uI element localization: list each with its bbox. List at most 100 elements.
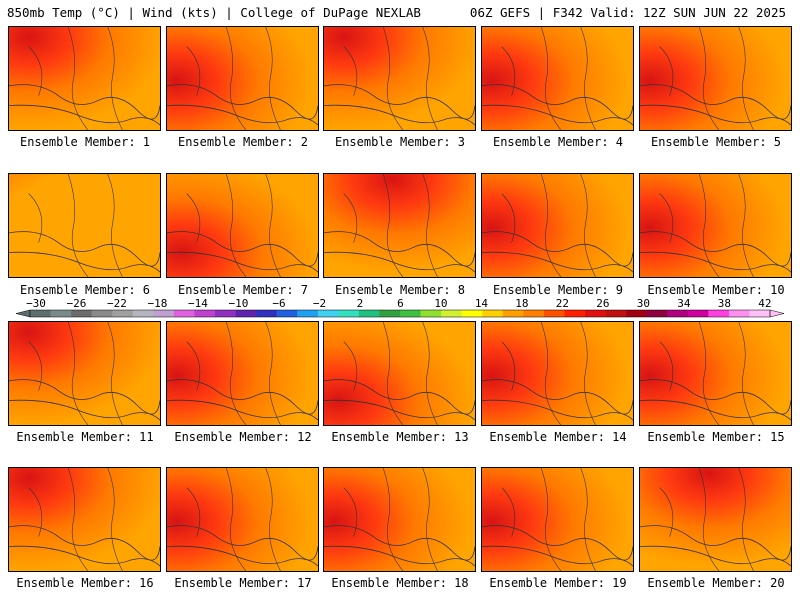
colorbar-segment	[358, 310, 380, 317]
ensemble-panel	[639, 173, 792, 278]
colorbar-frame	[29, 309, 771, 318]
colorbar-segment	[112, 310, 134, 317]
ensemble-panel	[639, 26, 792, 131]
ensemble-panel	[639, 321, 792, 426]
ensemble-panel	[166, 26, 319, 131]
ensemble-member-label: Ensemble Member: 18	[331, 576, 469, 590]
colorbar-tick-label: −10	[229, 298, 249, 310]
ensemble-panel	[166, 321, 319, 426]
colorbar-segment	[564, 310, 586, 317]
ensemble-member-label: Ensemble Member: 20	[647, 576, 785, 590]
colorbar-segment	[523, 310, 545, 317]
colorbar-tick-label: 22	[556, 298, 569, 310]
colorbar-tick-label: −30	[26, 298, 46, 310]
colorbar-tick-label: −18	[148, 298, 168, 310]
ensemble-member-label: Ensemble Member: 9	[492, 283, 624, 297]
colorbar-segment	[687, 310, 709, 317]
colorbar-segment	[91, 310, 113, 317]
temperature-field-map	[324, 468, 475, 571]
colorbar-segment	[256, 310, 277, 317]
ensemble-member-label: Ensemble Member: 10	[647, 283, 785, 297]
colorbar-tick-label: 26	[596, 298, 609, 310]
temperature-colorbar: −30 −26 −22 −18 −14 −10 −6 −2 2 6 10 14 18 22 26 30 34 38…	[8, 298, 792, 320]
colorbar-segment	[543, 310, 565, 317]
ensemble-panel	[8, 26, 161, 131]
ensemble-member-label: Ensemble Member: 6	[19, 283, 151, 297]
colorbar-tick-label: 18	[515, 298, 528, 310]
temperature-field-map	[640, 27, 791, 130]
ensemble-member-label: Ensemble Member: 14	[489, 430, 627, 444]
temperature-field-map	[9, 174, 160, 277]
ensemble-panel	[323, 173, 476, 278]
colorbar-segment	[728, 310, 750, 317]
ensemble-member-label: Ensemble Member: 7	[177, 283, 309, 297]
colorbar-segment	[441, 310, 462, 317]
colorbar-segment	[502, 310, 524, 317]
temperature-field-map	[167, 468, 318, 571]
colorbar-segment	[297, 310, 319, 317]
colorbar-segment	[605, 310, 627, 317]
temperature-field-map	[640, 468, 791, 571]
temperature-field-map	[324, 174, 475, 277]
ensemble-member-label: Ensemble Member: 11	[16, 430, 154, 444]
colorbar-segment	[482, 310, 504, 317]
ensemble-member-label: Ensemble Member: 8	[334, 283, 466, 297]
colorbar-tick-label: 10	[434, 298, 447, 310]
ensemble-member-label: Ensemble Member: 3	[334, 135, 466, 149]
temperature-field-map	[9, 468, 160, 571]
ensemble-member-label: Ensemble Member: 4	[492, 135, 624, 149]
colorbar-tick-label: −14	[188, 298, 208, 310]
colorbar-segment	[667, 310, 689, 317]
colorbar-tick-label: 38	[718, 298, 731, 310]
colorbar-segment	[173, 310, 195, 317]
map-header: 850mb Temp (°C) | Wind (kts) | College o…	[0, 0, 800, 22]
ensemble-member-label: Ensemble Member: 17	[174, 576, 312, 590]
temperature-field-map	[167, 27, 318, 130]
colorbar-tick-label: 30	[637, 298, 650, 310]
colorbar-segment	[420, 310, 442, 317]
colorbar-high-arrow	[769, 309, 785, 318]
colorbar-segment	[71, 310, 92, 317]
temperature-field-map	[324, 322, 475, 425]
ensemble-panel	[323, 26, 476, 131]
colorbar-segment	[50, 310, 72, 317]
ensemble-panel	[323, 467, 476, 572]
ensemble-panel	[481, 173, 634, 278]
temperature-field-map	[482, 174, 633, 277]
colorbar-tick-label: 34	[677, 298, 691, 310]
temperature-field-map	[482, 27, 633, 130]
temperature-field-map	[482, 322, 633, 425]
colorbar-segment	[400, 310, 421, 317]
colorbar-tick-label: 14	[475, 298, 489, 310]
temperature-field-map	[9, 27, 160, 130]
ensemble-member-label: Ensemble Member: 15	[647, 430, 785, 444]
colorbar-tick-label: 2	[357, 298, 364, 310]
temperature-field-map	[640, 174, 791, 277]
temperature-field-map	[9, 322, 160, 425]
colorbar-segment	[215, 310, 236, 317]
ensemble-panel	[166, 173, 319, 278]
temperature-field-map	[167, 322, 318, 425]
colorbar-segment	[30, 310, 51, 317]
ensemble-member-label: Ensemble Member: 12	[174, 430, 312, 444]
colorbar-tick-label: −2	[313, 298, 326, 310]
colorbar-segment	[379, 310, 401, 317]
colorbar-segment	[749, 310, 771, 317]
colorbar-segment	[194, 310, 216, 317]
colorbar-tick-label: 6	[397, 298, 404, 310]
colorbar-segment	[461, 310, 483, 317]
colorbar-segment	[708, 310, 730, 317]
ensemble-panel	[481, 321, 634, 426]
temperature-field-map	[167, 174, 318, 277]
colorbar-segment	[646, 310, 668, 317]
ensemble-member-label: Ensemble Member: 5	[650, 135, 782, 149]
map-title: 850mb Temp (°C) | Wind (kts) | College o…	[7, 5, 421, 20]
valid-time: 06Z GEFS | F342 Valid: 12Z SUN JUN 22 20…	[469, 5, 786, 20]
temperature-field-map	[324, 27, 475, 130]
colorbar-tick-label: −26	[67, 298, 87, 310]
colorbar-graphic: −30 −26 −22 −18 −14 −10 −6 −2 2 6 10 14 18 22 26 30 34 38…	[15, 298, 785, 318]
temperature-field-map	[482, 468, 633, 571]
colorbar-segment	[153, 310, 175, 317]
colorbar-segment	[338, 310, 360, 317]
colorbar-segment	[132, 310, 154, 317]
